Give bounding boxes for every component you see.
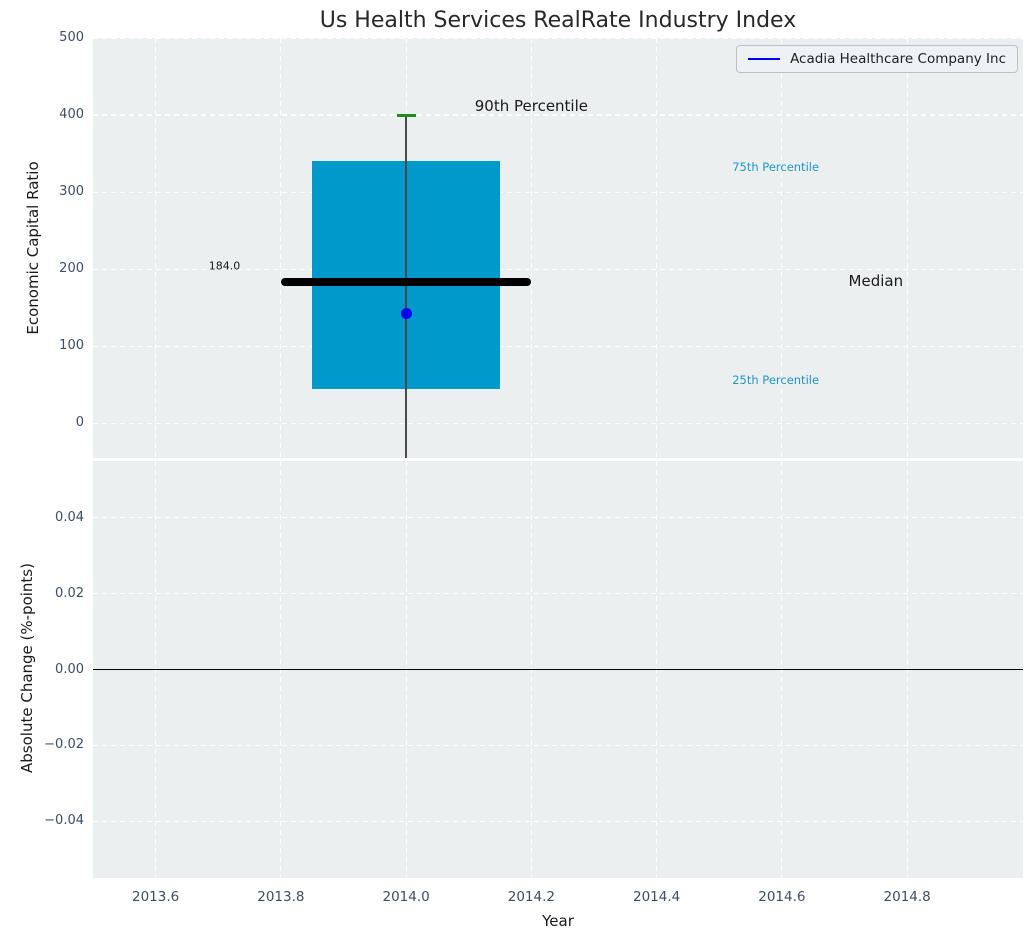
y-tick-label: −0.04 bbox=[44, 813, 84, 829]
annotation-184-0: 184.0 bbox=[208, 259, 241, 273]
y-tick-label: 200 bbox=[59, 261, 84, 277]
x-tick-label: 2014.6 bbox=[758, 889, 806, 905]
gridline-horizontal bbox=[93, 114, 1023, 116]
y-tick-label: 0.04 bbox=[55, 509, 84, 525]
gridline-vertical bbox=[280, 38, 282, 458]
y-tick-label: 400 bbox=[59, 107, 84, 123]
y-tick-label: 0.02 bbox=[55, 585, 84, 601]
gridline-vertical bbox=[530, 38, 532, 458]
company-data-point bbox=[400, 308, 412, 320]
annotation-median: Median bbox=[848, 271, 904, 290]
chart-title: Us Health Services RealRate Industry Ind… bbox=[319, 8, 797, 33]
gridline-horizontal bbox=[93, 37, 1023, 39]
y-tick-label: −0.02 bbox=[44, 737, 84, 753]
legend-line-sample bbox=[748, 57, 781, 61]
x-tick-label: 2013.8 bbox=[257, 889, 305, 905]
gridline-horizontal bbox=[93, 345, 1023, 347]
annotation-75th-percentile: 75th Percentile bbox=[732, 159, 820, 174]
gridline-horizontal bbox=[93, 593, 1023, 595]
y-tick-label: 500 bbox=[59, 30, 84, 45]
zero-line bbox=[93, 668, 1023, 671]
legend-label: Acadia Healthcare Company Inc bbox=[790, 51, 1006, 67]
gridline-vertical bbox=[656, 38, 658, 458]
axes-absolute-change bbox=[93, 461, 1023, 878]
x-tick-label: 2013.6 bbox=[132, 889, 180, 905]
axes-economic-capital-ratio: 90th Percentile 75th Percentile Median 25th… bbox=[93, 37, 1023, 458]
gridline-horizontal bbox=[93, 191, 1023, 193]
y-tick-label: 100 bbox=[59, 338, 84, 354]
gridline-horizontal bbox=[93, 517, 1023, 519]
gridline-vertical bbox=[781, 38, 783, 458]
y-tick-label: 0 bbox=[75, 415, 84, 431]
gridline-horizontal bbox=[93, 422, 1023, 424]
y-tick-label: 300 bbox=[59, 184, 84, 200]
annotation-25th-percentile: 25th Percentile bbox=[732, 373, 820, 388]
x-tick-label: 2014.8 bbox=[883, 889, 931, 905]
x-tick-label: 2014.4 bbox=[633, 889, 681, 905]
boxplot-whisker-line bbox=[405, 115, 407, 458]
x-tick-label: 2014.0 bbox=[382, 889, 430, 905]
boxplot-median-line bbox=[280, 277, 532, 286]
gridline-horizontal bbox=[93, 744, 1023, 746]
gridline-vertical bbox=[906, 38, 908, 458]
annotation-90th-percentile: 90th Percentile bbox=[474, 96, 588, 115]
x-axis-label: Year bbox=[542, 912, 574, 930]
x-tick-label: 2014.2 bbox=[507, 889, 555, 905]
gridline-horizontal bbox=[93, 268, 1023, 270]
legend[interactable]: Acadia Healthcare Company Inc bbox=[736, 45, 1018, 73]
gridline-horizontal bbox=[93, 820, 1023, 822]
gridline-vertical bbox=[155, 38, 157, 458]
boxplot-90th-percentile-cap bbox=[396, 113, 416, 117]
y-tick-label: 0.00 bbox=[55, 661, 84, 677]
